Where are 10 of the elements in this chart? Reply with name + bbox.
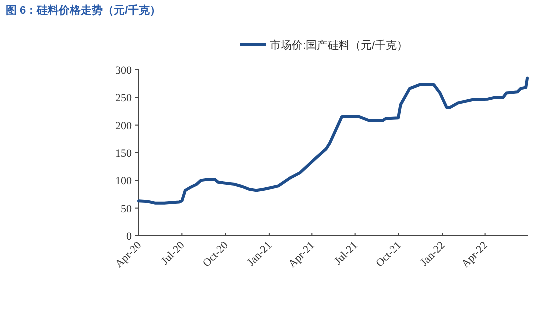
legend-label: 市场价:国产硅料（元/千克） (270, 39, 408, 52)
y-tick-label: 300 (116, 65, 132, 77)
y-tick-label: 100 (116, 176, 132, 188)
y-tick-label: 250 (116, 92, 132, 105)
chart-title: 图 6：硅料价格走势（元/千克） (6, 4, 162, 17)
y-tick-label: 200 (116, 120, 132, 132)
y-tick-label: 0 (126, 231, 132, 243)
line-series (138, 76, 530, 205)
y-tick-label: 50 (121, 203, 132, 216)
y-tick-label: 150 (116, 148, 132, 160)
